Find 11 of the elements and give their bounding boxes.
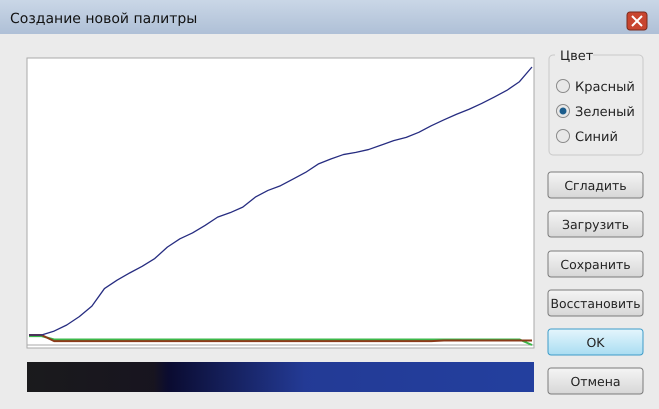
text: Зеленый bbox=[575, 105, 635, 120]
text: Сохранить bbox=[560, 257, 631, 272]
text: Синий bbox=[575, 130, 618, 145]
text: Загрузить bbox=[562, 217, 629, 232]
text: Красный bbox=[575, 80, 635, 95]
text: Отмена bbox=[570, 374, 621, 389]
text: OK bbox=[586, 335, 606, 350]
text: Сгладить bbox=[564, 178, 627, 193]
chart-title: Создание новой палитры bbox=[10, 11, 198, 27]
text: Восстановить bbox=[550, 296, 642, 311]
text: Цвет bbox=[560, 49, 594, 64]
